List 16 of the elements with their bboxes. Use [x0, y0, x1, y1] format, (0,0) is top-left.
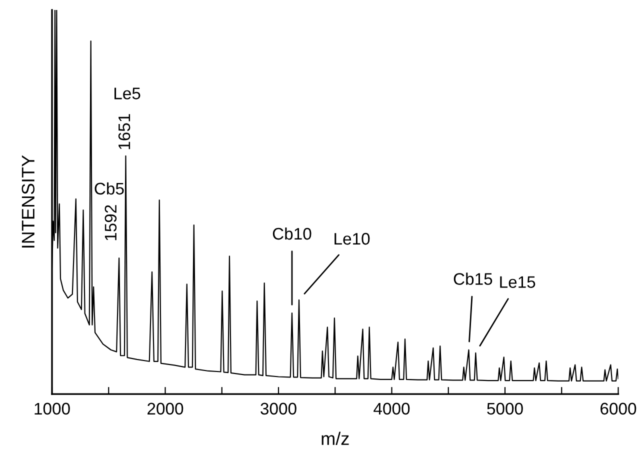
annotation: 1651	[118, 114, 130, 150]
x-axis-title: m/z	[322, 432, 349, 446]
annotation: Le15	[500, 276, 536, 288]
annotation: Cb10	[272, 227, 312, 240]
x-tick-label: 5000	[487, 402, 523, 415]
x-tick-label: 4000	[374, 402, 410, 415]
y-axis-title: INTENSITY	[22, 155, 35, 248]
annotation: Le5	[114, 88, 140, 100]
x-tick-label: 3000	[260, 402, 296, 415]
annotation: Cb5	[94, 182, 124, 195]
annotation: Cb15	[454, 272, 492, 285]
annotation: Le10	[334, 232, 370, 245]
x-tick-label: 2000	[148, 402, 184, 415]
annotation: 1592	[104, 205, 117, 240]
x-tick-label: 1000	[34, 402, 70, 415]
x-tick-label: 6000	[600, 402, 636, 415]
